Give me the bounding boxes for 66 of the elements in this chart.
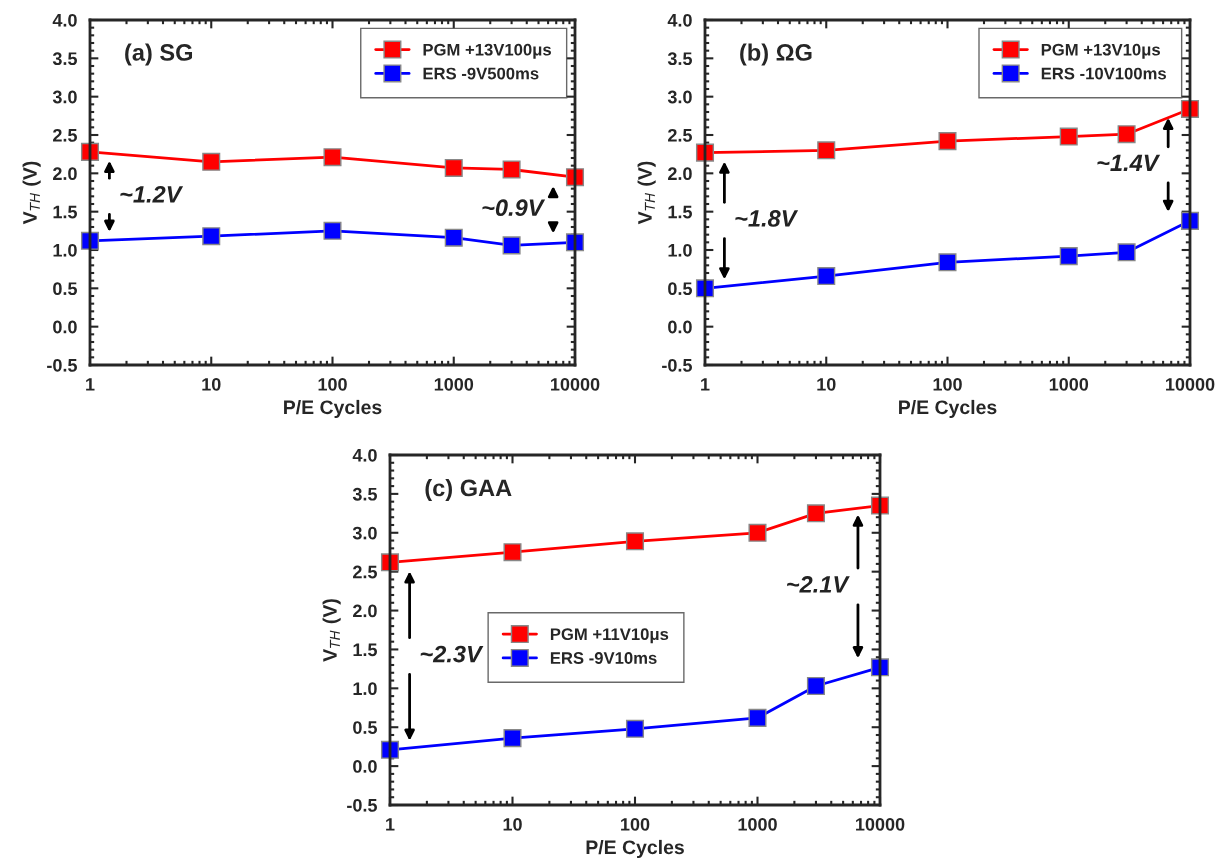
y-tick-label: 0.5 [353,721,377,734]
annotation: ~1.2V [120,185,184,203]
x-tick-label: 1 [86,378,95,391]
y-axis-title: V$_{TH}$ (V) [22,161,41,225]
annotation: ~1.8V [735,210,799,227]
y-tick-label: 0.0 [53,320,77,334]
y-tick-label: 1.0 [53,243,77,257]
y-tick-label: 1.5 [53,205,77,219]
x-axis-title: P/E Cycles [899,399,997,419]
x-axis-title: P/E Cycles [284,399,382,419]
y-tick-label: 0.0 [353,760,377,773]
y-axis-title: V$_{TH}$ (V) [637,161,656,225]
x-tick-label: 1000 [1049,377,1089,391]
x-tick-label: 10000 [856,817,905,831]
annotation: ~2.3V [420,645,484,663]
y-tick-label: 2.0 [668,167,692,181]
y-tick-label: -0.5 [662,358,692,372]
y-tick-label: 3.5 [352,487,377,501]
y-tick-label: -0.5 [47,358,77,372]
y-tick-label: 4.0 [52,13,77,27]
x-tick-label: 1000 [738,817,777,831]
annotation: ~1.4V [1097,154,1161,172]
y-axis-title: V$_{TH}$ (V) [322,599,341,662]
x-tick-label: 1 [386,818,395,831]
annotation: ~0.9V [482,199,546,217]
legend-label: ERS -9V500ms [423,67,539,80]
x-tick-label: 10000 [551,377,600,391]
legend-label: ERS -9V10ms [550,652,657,664]
x-tick-label: 10000 [1166,377,1215,391]
x-tick-label: 100 [318,377,347,391]
legend-label: PGM +11V10μs [550,628,669,644]
y-tick-label: 0.0 [668,320,692,334]
y-tick-label: 0.5 [53,282,77,296]
text: (b) ΩG [740,43,812,66]
x-tick-label: 1000 [434,377,474,391]
x-tick-label: 100 [621,817,650,831]
y-tick-label: 2.0 [53,167,77,181]
legend-label: PGM +13V10μs [1041,43,1160,59]
legend-label: ERS -10V100ms [1041,67,1166,80]
y-tick-label: 3.0 [667,90,692,104]
y-tick-label: 2.5 [668,128,692,142]
y-tick-label: 2.5 [353,565,377,579]
y-tick-label: -0.5 [347,798,377,812]
y-tick-label: 2.5 [53,128,77,142]
y-tick-label: 1.5 [668,205,692,219]
x-tick-label: 10 [817,377,836,391]
y-tick-label: 0.5 [668,282,692,296]
x-tick-label: 100 [933,377,962,391]
y-tick-label: 1.5 [353,643,377,657]
y-tick-label: 4.0 [352,448,377,462]
y-tick-label: 4.0 [667,13,692,27]
y-tick-label: 2.0 [353,604,377,618]
legend-label: PGM +13V100μs [423,43,551,59]
y-tick-label: 3.0 [352,526,377,540]
y-tick-label: 1.0 [668,243,692,257]
x-tick-label: 1 [701,378,710,391]
y-tick-label: 3.0 [52,90,77,104]
x-tick-label: 10 [202,377,221,391]
text: (a) SG [125,43,193,66]
y-tick-label: 3.5 [667,52,692,66]
text: (c) GAA [425,479,512,502]
annotation: ~2.1V [787,576,850,593]
y-tick-label: 3.5 [52,52,77,66]
y-tick-label: 1.0 [353,682,377,696]
x-axis-title: P/E Cycles [586,839,684,859]
x-tick-label: 10 [503,817,522,831]
